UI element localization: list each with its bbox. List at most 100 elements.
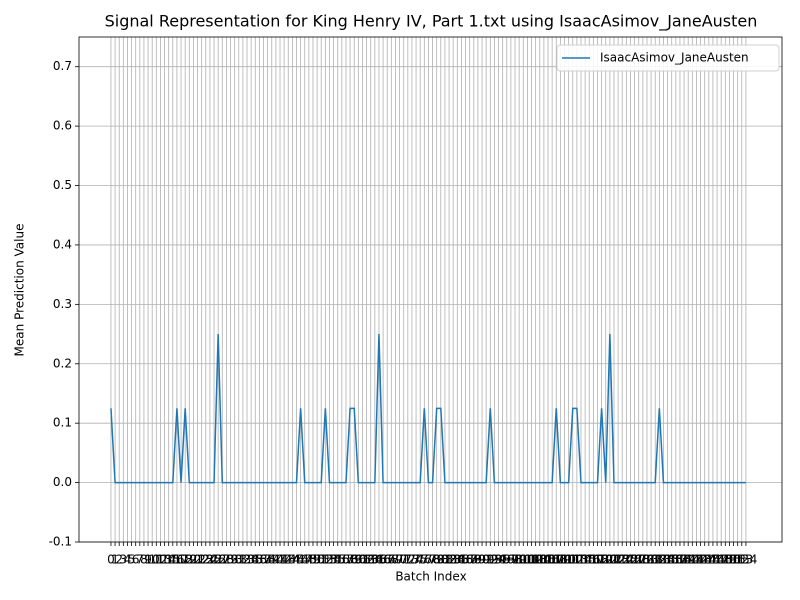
- x-tick-label: 42: [276, 553, 291, 567]
- x-tick-label: 109: [549, 553, 572, 567]
- x-tick-label: 144: [693, 553, 716, 567]
- x-tick-label: 136: [660, 553, 683, 567]
- x-tick-label: 149: [714, 553, 737, 567]
- x-tick-label: 64: [367, 553, 382, 567]
- x-tick-label: 154: [734, 553, 757, 567]
- data-line: [110, 334, 746, 484]
- x-tick-label: 106: [537, 553, 560, 567]
- x-tick-label: 40: [268, 553, 283, 567]
- x-tick-label: 25: [206, 553, 221, 567]
- x-tick-label: 95: [495, 553, 510, 567]
- x-tick-label: 19: [182, 553, 197, 567]
- x-tick-label: 9: [144, 553, 152, 567]
- x-tick-label: 10: [145, 553, 160, 567]
- x-tick-label: 82: [441, 553, 456, 567]
- x-tick-label: 75: [413, 553, 428, 567]
- x-tick-label: 44: [285, 553, 300, 567]
- x-tick-label: 16: [169, 553, 184, 567]
- x-tick-label: 50: [309, 553, 324, 567]
- x-tick-label: 92: [483, 553, 498, 567]
- x-tick-label: 87: [462, 553, 477, 567]
- x-tick-label: 21: [190, 553, 205, 567]
- x-tick-label: 5: [128, 553, 136, 567]
- x-axis-label: Batch Index: [395, 570, 466, 584]
- x-tick-label: 98: [507, 553, 522, 567]
- x-tick-label: 88: [466, 553, 481, 567]
- x-tick-label: 55: [330, 553, 345, 567]
- y-tick-label: 0.4: [53, 237, 72, 251]
- x-tick-label: 120: [594, 553, 617, 567]
- x-tick-label: 133: [648, 553, 671, 567]
- x-tick-label: 103: [524, 553, 547, 567]
- y-tick-label: 0.2: [53, 356, 72, 370]
- chart-title: Signal Representation for King Henry IV,…: [105, 12, 758, 32]
- x-tick-label: 14: [161, 553, 176, 567]
- x-tick-label: 107: [541, 553, 564, 567]
- y-tick-label: 0.6: [53, 119, 72, 133]
- x-tick-label: 125: [615, 553, 638, 567]
- x-tick-label: 134: [652, 553, 675, 567]
- x-tick-label: 126: [619, 553, 642, 567]
- y-tick-label: -0.1: [49, 535, 72, 549]
- x-tick-label: 11: [149, 553, 164, 567]
- legend-box: [556, 44, 780, 72]
- x-tick-label: 67: [380, 553, 395, 567]
- x-tick-label: 129: [631, 553, 654, 567]
- x-tick-label: 101: [516, 553, 539, 567]
- x-tick-label: 54: [326, 553, 341, 567]
- x-tick-label: 146: [701, 553, 724, 567]
- x-tick-label: 93: [487, 553, 502, 567]
- x-tick-label: 43: [281, 553, 296, 567]
- x-tick-label: 142: [685, 553, 708, 567]
- x-tick-label: 115: [574, 553, 597, 567]
- x-tick-label: 60: [351, 553, 366, 567]
- x-tick-label: 31: [231, 553, 246, 567]
- x-tick-label: 104: [528, 553, 551, 567]
- x-tick-label: 113: [565, 553, 588, 567]
- x-tick-label: 152: [726, 553, 749, 567]
- x-tick-label: 83: [446, 553, 461, 567]
- plot-frame: [78, 36, 783, 543]
- x-tick-label: 124: [611, 553, 634, 567]
- x-tick-label: 4: [124, 553, 132, 567]
- x-tick-label: 150: [718, 553, 741, 567]
- x-tick-label: 153: [730, 553, 753, 567]
- x-tick-label: 116: [578, 553, 601, 567]
- x-tick-label: 49: [305, 553, 320, 567]
- x-tick-label: 127: [623, 553, 646, 567]
- x-tick-label: 51: [314, 553, 329, 567]
- y-tick-label: 0.0: [53, 475, 72, 489]
- x-tick-label: 132: [644, 553, 667, 567]
- x-tick-label: 52: [318, 553, 333, 567]
- x-tick-label: 138: [668, 553, 691, 567]
- x-tick-label: 57: [338, 553, 353, 567]
- x-tick-label: 23: [198, 553, 213, 567]
- x-tick-label: 81: [437, 553, 452, 567]
- x-tick-label: 3: [120, 553, 128, 567]
- x-tick-label: 69: [388, 553, 403, 567]
- x-tick-label: 32: [235, 553, 250, 567]
- x-tick-label: 61: [355, 553, 370, 567]
- x-tick-label: 86: [458, 553, 473, 567]
- x-tick-label: 39: [264, 553, 279, 567]
- x-tick-label: 76: [417, 553, 432, 567]
- x-tick-label: 119: [590, 553, 613, 567]
- x-tick-label: 2: [115, 553, 123, 567]
- x-tick-label: 108: [545, 553, 568, 567]
- x-tick-label: 137: [664, 553, 687, 567]
- x-tick-label: 22: [194, 553, 209, 567]
- x-tick-label: 58: [342, 553, 357, 567]
- x-tick-label: 102: [520, 553, 543, 567]
- x-tick-label: 15: [165, 553, 180, 567]
- x-tick-label: 38: [260, 553, 275, 567]
- x-tick-label: 135: [656, 553, 679, 567]
- x-tick-label: 99: [512, 553, 527, 567]
- x-tick-label: 27: [215, 553, 230, 567]
- x-tick-label: 123: [607, 553, 630, 567]
- x-tick-label: 37: [256, 553, 271, 567]
- x-tick-label: 34: [244, 553, 259, 567]
- x-tick-label: 48: [301, 553, 316, 567]
- x-tick-label: 97: [503, 553, 518, 567]
- x-tick-label: 30: [227, 553, 242, 567]
- y-axis-label: Mean Prediction Value: [13, 224, 27, 357]
